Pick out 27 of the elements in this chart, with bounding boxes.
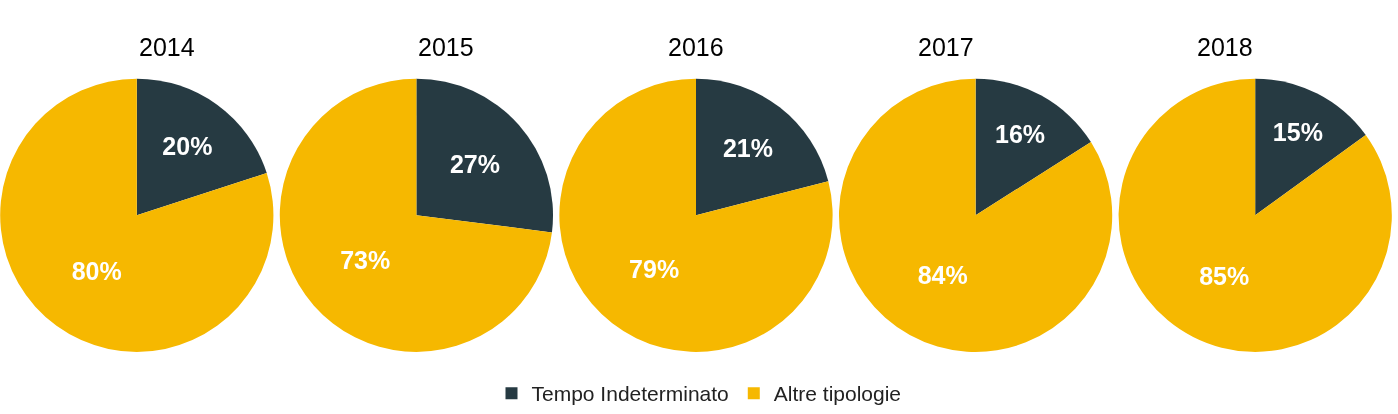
pie-slice bbox=[279, 78, 552, 352]
data-label: 79% bbox=[629, 255, 680, 284]
data-label: 85% bbox=[1199, 262, 1250, 291]
data-label: 16% bbox=[994, 120, 1046, 149]
data-label: 84% bbox=[917, 261, 968, 290]
chart-title: 2016 bbox=[668, 33, 724, 61]
pie-slice bbox=[136, 78, 267, 216]
pie-slice bbox=[416, 78, 554, 233]
legend-label: Altre tipologie bbox=[773, 382, 902, 406]
chart-title: 2018 bbox=[1197, 33, 1253, 61]
pie-slice bbox=[696, 78, 829, 216]
data-label: 27% bbox=[449, 149, 500, 178]
chart-title: 2017 bbox=[918, 33, 974, 61]
pie-slice bbox=[1118, 78, 1392, 352]
data-label: 21% bbox=[722, 134, 773, 163]
data-label: 80% bbox=[71, 256, 122, 285]
data-label: 20% bbox=[162, 131, 213, 160]
pie-slice bbox=[559, 78, 833, 352]
chart-title: 2015 bbox=[418, 33, 474, 61]
pie-slice bbox=[0, 78, 274, 352]
chart-title: 2014 bbox=[139, 33, 195, 61]
data-label: 73% bbox=[340, 246, 391, 275]
pie-slice bbox=[839, 78, 1113, 352]
pie-slice bbox=[975, 78, 1091, 216]
data-label: 15% bbox=[1272, 117, 1323, 146]
pie-slice bbox=[1255, 78, 1366, 216]
legend-label: Tempo Indeterminato bbox=[531, 382, 729, 406]
